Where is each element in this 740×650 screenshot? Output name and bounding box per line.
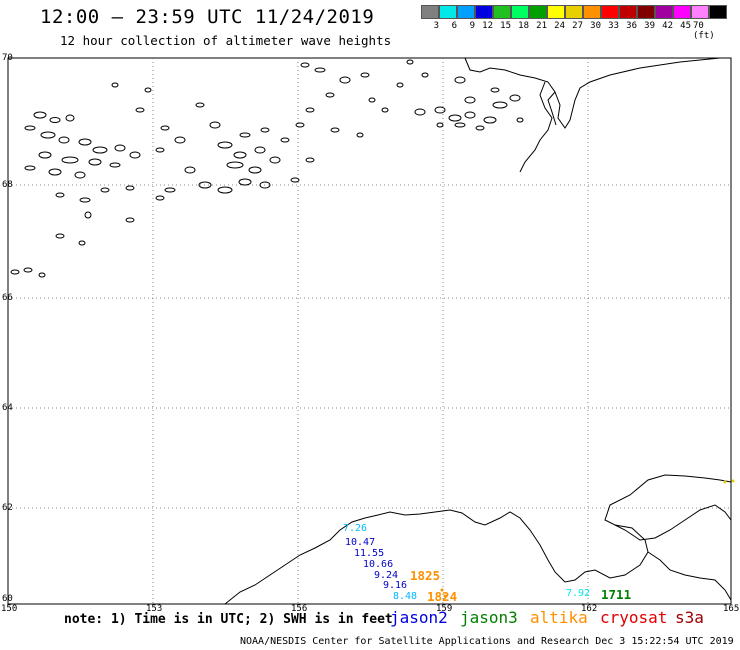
legend-swatch	[673, 5, 691, 19]
legend-swatch	[439, 5, 457, 19]
lat-label-64: 64	[2, 403, 13, 413]
legend-label: 21	[536, 21, 547, 31]
lat-label-66: 66	[2, 293, 13, 303]
lon-label-159: 159	[436, 604, 453, 614]
map-frame	[7, 57, 732, 605]
legend-swatch	[511, 5, 529, 19]
legend-label: 15	[500, 21, 511, 31]
legend-swatch	[475, 5, 493, 19]
legend-label: 24	[554, 21, 565, 31]
lat-label-62: 62	[2, 503, 13, 513]
legend-label: 30	[590, 21, 601, 31]
lon-label-165: 165	[723, 604, 740, 614]
legend-swatch	[583, 5, 601, 19]
obs-value: 11.55	[354, 548, 385, 559]
legend-swatch	[493, 5, 511, 19]
river-2	[547, 91, 557, 126]
lat-label-60: 60	[2, 594, 13, 604]
legend-swatch	[457, 5, 475, 19]
lon-label-162: 162	[581, 604, 598, 614]
legend-label: 33	[608, 21, 619, 31]
satellite-jason2: jason2	[390, 608, 448, 627]
legend-swatch	[565, 5, 583, 19]
legend-label: 3	[433, 21, 439, 31]
lon-label-156: 156	[291, 604, 308, 614]
satellite-track	[440, 479, 735, 598]
river	[519, 81, 553, 173]
legend-swatches	[421, 5, 727, 19]
legend-label: 70 (ft)	[693, 21, 715, 41]
legend-swatch	[709, 5, 727, 19]
legend-label: 9	[469, 21, 475, 31]
pass-time: 1825	[410, 568, 441, 583]
legend-label: 39	[644, 21, 655, 31]
legend-label: 12	[482, 21, 493, 31]
satellite-cryosat: cryosat	[600, 608, 668, 627]
legend-label: 27	[572, 21, 583, 31]
legend-swatch	[619, 5, 637, 19]
northern-coastline	[464, 57, 721, 129]
obs-value: 7.26	[343, 523, 368, 534]
legend-label: 42	[662, 21, 673, 31]
legend-swatch	[637, 5, 655, 19]
color-legend: 3 6 9 12 15 18 21 24 27 30 33 36 39 42 45 70 (ft)	[421, 5, 727, 41]
obs-value: 7.92	[566, 588, 591, 599]
obs-value: 10.47	[345, 537, 376, 548]
lat-label-68: 68	[2, 180, 13, 190]
satellite-s3a: s3a	[675, 608, 704, 627]
credit-line: NOAA/NESDIS Center for Satellite Applica…	[240, 636, 734, 647]
legend-swatch	[655, 5, 673, 19]
pass-time: 1824	[427, 589, 458, 604]
obs-value: 10.66	[363, 559, 394, 570]
lat-label-70: 70	[2, 53, 13, 63]
legend-labels: 3 6 9 12 15 18 21 24 27 30 33 36 39 42 45 70 (ft)	[421, 21, 727, 41]
map-subtitle: 12 hour collection of altimeter wave hei…	[60, 33, 392, 48]
southern-coastline-3	[647, 551, 732, 601]
satellite-altika: altika	[530, 608, 588, 627]
pass-time: 1711	[601, 587, 632, 602]
legend-label: 18	[518, 21, 529, 31]
footer-note: note: 1) Time is in UTC; 2) SWH is in fe…	[64, 612, 393, 627]
lon-label-153: 153	[146, 604, 163, 614]
legend-label: 45	[680, 21, 691, 31]
legend-swatch	[601, 5, 619, 19]
lon-label-150: 150	[1, 604, 18, 614]
satellite-jason3: jason3	[460, 608, 518, 627]
obs-value: 9.24	[374, 570, 399, 581]
legend-swatch	[691, 5, 709, 19]
obs-value: 9.16	[383, 580, 408, 591]
legend-label: 36	[626, 21, 637, 31]
obs-value: 8.48	[393, 591, 418, 602]
southern-coastline	[224, 474, 732, 605]
legend-label: 6	[451, 21, 457, 31]
legend-swatch	[529, 5, 547, 19]
map-title: 12:00 – 23:59 UTC 11/24/2019	[40, 6, 375, 28]
southern-coastline-2	[614, 504, 732, 541]
legend-swatch	[547, 5, 565, 19]
graticule	[8, 58, 731, 604]
legend-swatch	[421, 5, 439, 19]
northern-lakes	[10, 59, 524, 278]
